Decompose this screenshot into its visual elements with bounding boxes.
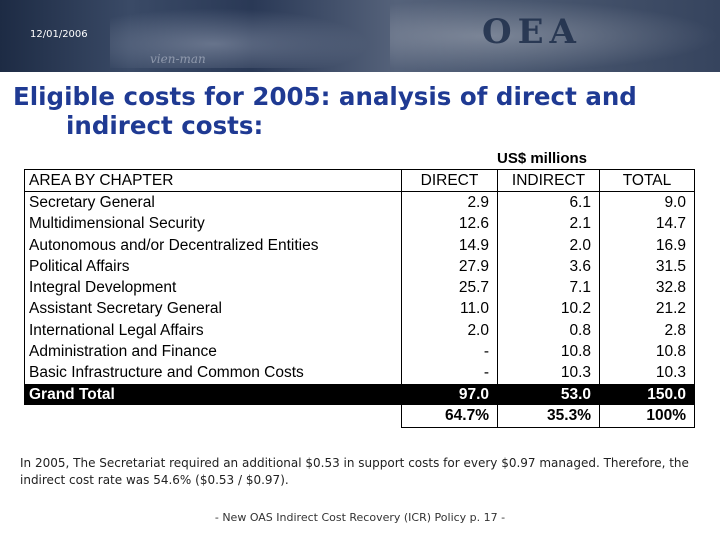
table-row: Political Affairs 27.9 3.6 31.5	[24, 256, 695, 278]
grand-total-indirect: 53.0	[497, 383, 600, 406]
indirect-cell: 10.8	[497, 341, 600, 363]
slide-title: Eligible costs for 2005: analysis of dir…	[13, 82, 713, 140]
grand-total-label: Grand Total	[24, 383, 402, 406]
indirect-cell: 7.1	[497, 277, 600, 299]
area-cell: Secretary General	[24, 191, 402, 214]
table-row: Assistant Secretary General 11.0 10.2 21…	[24, 298, 695, 321]
direct-cell: 12.6	[401, 213, 498, 235]
total-percent: 100%	[599, 405, 695, 428]
table-row: Secretary General 2.9 6.1 9.0	[24, 191, 695, 214]
direct-cell: 11.0	[401, 298, 498, 321]
area-cell: Administration and Finance	[24, 341, 402, 363]
grand-total-total: 150.0	[599, 383, 695, 406]
direct-percent: 64.7%	[401, 405, 498, 428]
grand-total-row: Grand Total 97.0 53.0 150.0	[24, 383, 695, 406]
indirect-cell: 10.3	[497, 362, 600, 384]
column-header-total: TOTAL	[599, 168, 695, 193]
total-cell: 9.0	[599, 191, 695, 214]
units-label: US$ millions	[497, 150, 588, 167]
header-banner: vien-man 12/01/2006 OEA	[0, 0, 720, 72]
table-row: International Legal Affairs 2.0 0.8 2.8	[24, 320, 695, 342]
table-row: Administration and Finance - 10.8 10.8	[24, 341, 695, 363]
table-header-row: AREA BY CHAPTER DIRECT INDIRECT TOTAL	[24, 168, 695, 193]
total-cell: 2.8	[599, 320, 695, 342]
title-line-2: indirect costs:	[66, 111, 264, 140]
banner-scribble: vien-man	[150, 52, 206, 66]
direct-cell: 2.9	[401, 191, 498, 214]
indirect-cell: 0.8	[497, 320, 600, 342]
total-cell: 10.8	[599, 341, 695, 363]
total-cell: 14.7	[599, 213, 695, 235]
area-cell: Autonomous and/or Decentralized Entities	[24, 234, 402, 257]
area-cell: Multidimensional Security	[24, 213, 402, 235]
table-row: Integral Development 25.7 7.1 32.8	[24, 277, 695, 299]
table-row: Basic Infrastructure and Common Costs - …	[24, 362, 695, 384]
direct-cell: -	[401, 341, 498, 363]
indirect-cell: 10.2	[497, 298, 600, 321]
table-row: Autonomous and/or Decentralized Entities…	[24, 234, 695, 257]
area-cell: Assistant Secretary General	[24, 298, 402, 321]
table-row: Multidimensional Security 12.6 2.1 14.7	[24, 213, 695, 235]
slide-date: 12/01/2006	[30, 29, 88, 40]
total-cell: 21.2	[599, 298, 695, 321]
area-cell: International Legal Affairs	[24, 320, 402, 342]
grand-total-direct: 97.0	[401, 383, 498, 406]
indirect-cell: 2.0	[497, 234, 600, 257]
indirect-cell: 6.1	[497, 191, 600, 214]
indirect-percent: 35.3%	[497, 405, 600, 428]
source-citation: - New OAS Indirect Cost Recovery (ICR) P…	[214, 511, 506, 524]
column-header-indirect: INDIRECT	[497, 168, 600, 193]
area-cell: Basic Infrastructure and Common Costs	[24, 362, 402, 384]
direct-cell: 25.7	[401, 277, 498, 299]
area-cell: Integral Development	[24, 277, 402, 299]
cost-table: AREA BY CHAPTER DIRECT INDIRECT TOTAL Se…	[24, 168, 695, 428]
total-cell: 31.5	[599, 256, 695, 278]
explanatory-note: In 2005, The Secretariat required an add…	[20, 456, 689, 487]
total-cell: 10.3	[599, 362, 695, 384]
total-cell: 16.9	[599, 234, 695, 257]
banner-texture	[390, 0, 720, 72]
title-line-1: Eligible costs for 2005: analysis of dir…	[13, 82, 637, 111]
percentage-blank-cell	[25, 405, 402, 427]
column-header-direct: DIRECT	[401, 168, 498, 193]
total-cell: 32.8	[599, 277, 695, 299]
direct-cell: 2.0	[401, 320, 498, 342]
direct-cell: 14.9	[401, 234, 498, 257]
direct-cell: -	[401, 362, 498, 384]
percentage-row: 64.7% 35.3% 100%	[25, 405, 695, 428]
direct-cell: 27.9	[401, 256, 498, 278]
column-header-area: AREA BY CHAPTER	[24, 168, 402, 193]
area-cell: Political Affairs	[24, 256, 402, 278]
indirect-cell: 2.1	[497, 213, 600, 235]
indirect-cell: 3.6	[497, 256, 600, 278]
oea-logo: OEA	[482, 12, 582, 52]
banner-texture	[110, 8, 370, 68]
